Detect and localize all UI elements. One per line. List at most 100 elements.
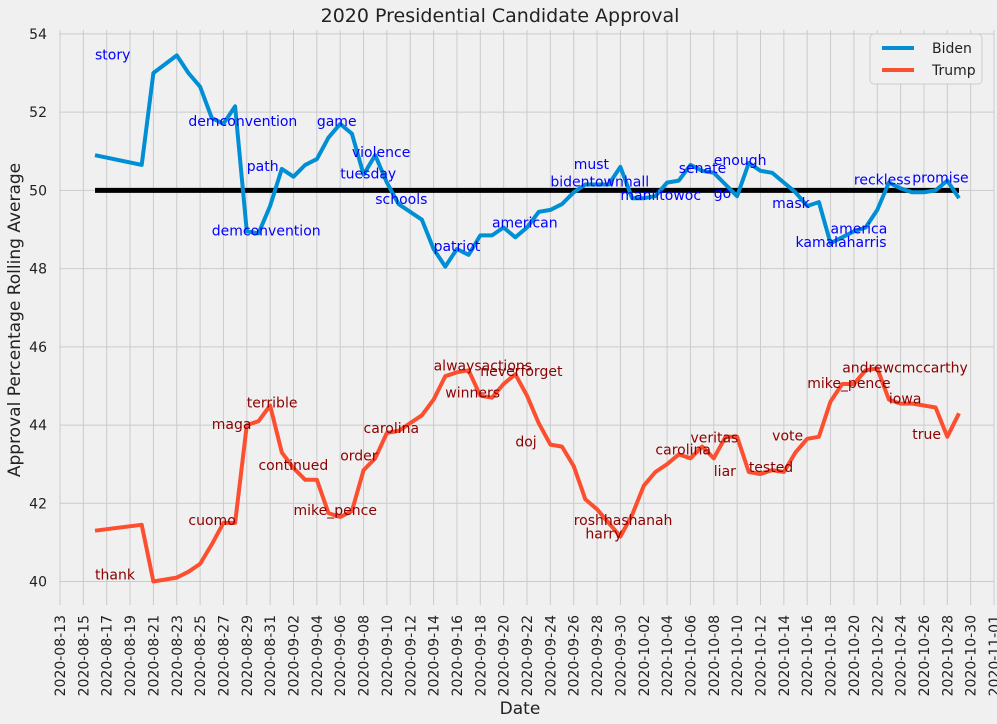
y-tick-label: 42 (29, 496, 47, 512)
annotation-label: maga (212, 417, 252, 433)
annotation-label: go (714, 186, 731, 202)
annotation-label: enough (714, 153, 767, 169)
x-tick-label: 2020-08-13 (53, 615, 69, 696)
x-tick-label: 2020-10-02 (637, 615, 653, 696)
x-tick-label: 2020-10-28 (940, 615, 956, 696)
gridlines (59, 30, 995, 605)
annotation-label: game (317, 114, 357, 130)
x-tick-label: 2020-09-12 (403, 615, 419, 696)
annotation-label: violence (352, 145, 410, 161)
series-line-biden (94, 53, 961, 269)
x-tick-label: 2020-08-21 (146, 615, 162, 696)
annotation-label: america (831, 221, 888, 237)
x-axis-ticks: 2020-08-13 2020-08-15 2020-08-17 2020-08-19… (53, 615, 997, 696)
annotation-label: tested (749, 460, 793, 476)
x-tick-label: 2020-08-17 (100, 615, 116, 696)
legend: Biden Trump (869, 33, 983, 85)
legend-label-biden: Biden (932, 41, 972, 57)
annotation-label: schools (375, 192, 427, 208)
annotation-label: mask (772, 196, 811, 212)
x-tick-label: 2020-10-06 (683, 615, 699, 696)
x-tick-label: 2020-09-08 (357, 615, 373, 696)
x-tick-label: 2020-09-04 (310, 615, 326, 696)
x-tick-label: 2020-09-28 (590, 615, 606, 696)
annotation-label: must (574, 157, 610, 173)
x-tick-label: 2020-09-22 (520, 615, 536, 696)
y-tick-label: 46 (29, 340, 47, 356)
annotation-label: veritas (690, 431, 738, 447)
annotation-label: vote (772, 429, 803, 445)
annotation-label: senate (679, 161, 726, 177)
annotation-label: kamalaharris (796, 235, 887, 251)
x-tick-label: 2020-08-19 (123, 615, 139, 696)
annotation-label: demconvention (188, 114, 297, 130)
annotation-label: andrewcmccarthy (842, 360, 968, 376)
annotation-label: promise (912, 171, 968, 187)
x-tick-label: 2020-10-26 (917, 615, 933, 696)
x-tick-label: 2020-10-04 (660, 615, 676, 696)
x-tick-label: 2020-10-12 (754, 615, 770, 696)
series-line-trump (94, 366, 961, 584)
x-tick-label: 2020-09-18 (473, 615, 489, 696)
x-tick-label: 2020-08-25 (193, 615, 209, 696)
x-tick-label: 2020-08-23 (170, 615, 186, 696)
annotation-label: iowa (889, 392, 921, 408)
x-tick-label: 2020-10-22 (870, 615, 886, 696)
annotation-label: mike_pence (807, 376, 890, 392)
annotation-label: harry (585, 527, 622, 543)
annotation-label: carolina (655, 442, 711, 458)
x-tick-label: 2020-11-01 (987, 615, 997, 696)
annotation-label: terrible (247, 395, 298, 411)
x-tick-label: 2020-08-31 (263, 615, 279, 696)
annotation-label: carolina (364, 421, 420, 437)
y-axis-label: Approval Percentage Rolling Average (5, 163, 25, 477)
x-tick-label: 2020-09-02 (287, 615, 303, 696)
annotation-label: story (95, 47, 130, 63)
x-tick-label: 2020-09-16 (450, 615, 466, 696)
annotation-label: tuesday (340, 167, 396, 183)
x-tick-label: 2020-10-24 (894, 615, 910, 696)
x-tick-label: 2020-08-27 (216, 615, 232, 696)
x-tick-label: 2020-09-06 (333, 615, 349, 696)
x-tick-label: 2020-10-10 (730, 615, 746, 696)
annotation-label: doj (515, 435, 536, 451)
x-tick-label: 2020-10-14 (777, 615, 793, 696)
annotation-label: thank (95, 568, 136, 584)
y-tick-label: 48 (29, 262, 47, 278)
x-tick-label: 2020-10-18 (824, 615, 840, 696)
x-tick-label: 2020-10-20 (847, 615, 863, 696)
x-tick-label: 2020-09-26 (567, 615, 583, 696)
annotation-label: order (340, 448, 378, 464)
series-lines (94, 53, 961, 584)
y-tick-label: 44 (29, 418, 47, 434)
y-tick-label: 52 (29, 105, 47, 121)
annotation-label: alwaysactions (434, 358, 532, 374)
annotation-label: neverforget (480, 364, 563, 380)
y-tick-label: 50 (29, 183, 47, 199)
x-tick-label: 2020-09-24 (543, 615, 559, 696)
x-axis-label: Date (500, 699, 541, 719)
annotation-label: cuomo (188, 513, 235, 529)
annotation-label: reckless (854, 173, 911, 189)
x-tick-label: 2020-08-29 (240, 615, 256, 696)
x-tick-label: 2020-10-16 (800, 615, 816, 696)
annotation-label: winners (445, 386, 500, 402)
y-tick-label: 40 (29, 575, 47, 591)
annotation-label: american (492, 216, 558, 232)
legend-label-trump: Trump (931, 63, 976, 79)
annotation-label: demconvention (212, 223, 321, 239)
annotation-label: patriot (434, 239, 481, 255)
x-tick-label: 2020-10-30 (964, 615, 980, 696)
x-tick-label: 2020-09-14 (427, 615, 443, 696)
y-axis-ticks: 40 42 44 46 48 50 52 54 (29, 27, 47, 591)
annotation-label: true (912, 427, 941, 443)
annotation-label: path (247, 159, 279, 175)
y-tick-label: 54 (29, 27, 47, 43)
x-tick-label: 2020-09-30 (613, 615, 629, 696)
x-tick-label: 2020-09-20 (497, 615, 513, 696)
annotation-label: continued (258, 458, 328, 474)
annotation-label: bidentownhall (550, 174, 649, 190)
annotation-label: maniltowoc (620, 188, 701, 204)
x-tick-label: 2020-09-10 (380, 615, 396, 696)
